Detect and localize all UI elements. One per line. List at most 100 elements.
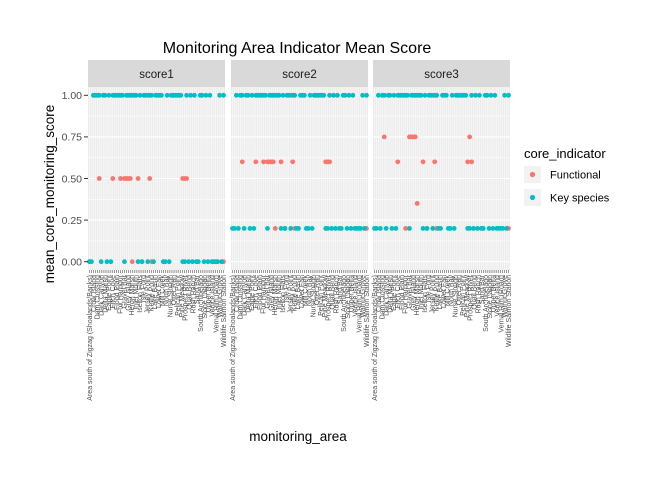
data-point-key-species <box>486 226 492 231</box>
data-point-functional <box>412 134 418 140</box>
legend-entries: Functional Key species <box>524 166 610 206</box>
data-point-key-species <box>276 92 282 98</box>
x-tick-label: Delta Marsh <box>387 275 394 313</box>
x-tick-label: Dark Canyon <box>98 275 105 316</box>
data-point-functional <box>465 159 471 165</box>
data-point-key-species <box>387 92 393 98</box>
x-tick-label: Rush Ranch <box>475 275 482 314</box>
x-tick-label: Rush Ranch <box>333 275 340 314</box>
data-point-key-species <box>418 92 424 98</box>
data-point-functional <box>395 159 401 165</box>
x-tick-label: Inlet Mouth <box>133 275 140 310</box>
data-point-key-species <box>360 92 366 98</box>
panel-points <box>87 92 226 265</box>
data-point-key-species <box>186 259 191 265</box>
data-point-key-species <box>502 92 508 98</box>
x-tick-label: Area south of Zigzag (Shoalands/Banks) <box>230 275 237 401</box>
x-tick-label: Sand Bar <box>194 274 201 304</box>
x-tick-label: Inlet Mouth <box>276 275 283 310</box>
x-tick-label: Eagle Point <box>391 275 398 311</box>
data-point-key-species <box>247 226 253 231</box>
x-tick-label: Dark Canyon <box>241 275 248 316</box>
x-tick-label: Area south of Zigzag (Shoalands/Banks) <box>87 275 94 401</box>
data-point-key-species <box>422 92 428 98</box>
data-point-key-species <box>358 226 364 231</box>
x-tick-label: Lower Fan <box>299 275 306 308</box>
data-point-key-species <box>249 92 255 98</box>
x-tick-label: Iselton Flats <box>280 275 287 313</box>
data-point-key-species <box>391 92 397 98</box>
x-tick-label: Fox Harbour <box>261 274 268 314</box>
legend-entry: Functional <box>524 166 601 183</box>
data-point-key-species <box>89 259 94 265</box>
data-point-key-species <box>143 92 149 98</box>
data-point-functional <box>467 134 473 140</box>
x-tick-label: Dam Crossing <box>380 275 387 319</box>
data-point-functional <box>290 159 296 165</box>
y-tick-label: 1.00 <box>62 90 83 102</box>
data-point-functional <box>272 226 278 231</box>
panel-grid <box>373 87 510 270</box>
facet-panel-score3: score3 <box>372 60 511 270</box>
data-point-key-species <box>301 92 307 98</box>
x-tick-label: Quail Bend <box>330 275 337 310</box>
data-point-key-species <box>166 259 172 265</box>
data-point-key-species <box>292 92 298 98</box>
x-tick-label: Rush Ranch <box>190 275 197 314</box>
data-point-functional <box>135 176 141 181</box>
x-tick-label: Flood Plain <box>257 275 264 310</box>
x-tick-label: South Archipelago <box>341 275 348 332</box>
data-point-functional <box>469 159 475 165</box>
data-point-key-species <box>145 259 151 265</box>
data-point-functional <box>239 159 245 165</box>
data-point-key-species <box>195 259 201 265</box>
data-point-functional <box>327 159 333 165</box>
data-point-key-species <box>190 259 195 265</box>
data-point-key-species <box>288 226 294 231</box>
facet-panel-score2: score2 <box>230 60 369 270</box>
data-point-key-species <box>164 92 170 98</box>
y-tick-label: 0.75 <box>62 132 83 144</box>
data-point-key-species <box>480 226 486 231</box>
data-point-key-species <box>333 226 338 231</box>
x-tick-label: Iselton Flats <box>137 275 144 313</box>
data-point-functional <box>253 159 259 165</box>
data-point-key-species <box>334 92 340 98</box>
y-tick-label: 0.50 <box>62 173 83 185</box>
facet-strip-label: score3 <box>424 69 459 81</box>
x-tick-label: Jersey Point <box>429 275 436 314</box>
data-point-key-species <box>182 259 188 265</box>
data-point-key-species <box>350 92 356 98</box>
data-point-functional <box>129 259 135 265</box>
data-point-key-species <box>331 92 336 98</box>
data-point-key-species <box>420 226 426 231</box>
x-tick-label: North Bay <box>449 275 456 307</box>
data-point-key-species <box>235 226 241 231</box>
x-tick-label: Jersey Point <box>287 275 294 314</box>
data-point-key-species <box>309 226 315 231</box>
x-tick-label: Gravel Bar <box>121 274 128 308</box>
data-point-key-species <box>424 226 430 231</box>
x-tick-label: Mill Creek <box>445 275 452 307</box>
x-tick-label: Wildlife Salmon Station <box>221 275 228 347</box>
data-point-key-species <box>348 226 354 231</box>
x-tick-label: Prospect River <box>326 274 333 321</box>
x-tick-label: Heron Marsh <box>272 275 279 316</box>
x-tick-label: Venice Island <box>495 275 502 317</box>
x-tick-label: Walnut Grove <box>217 275 224 318</box>
x-tick-label: Wildlife Salmon Station <box>364 275 371 347</box>
x-tick-label: Crow Island <box>234 275 241 312</box>
data-point-key-species <box>443 92 449 98</box>
legend: core_indicator Functional Key species <box>524 146 610 206</box>
x-tick-label: Pine Meadow <box>464 274 471 317</box>
data-point-key-species <box>506 92 511 98</box>
data-point-functional <box>261 159 266 165</box>
facet-strip-label: score2 <box>282 69 317 81</box>
data-point-key-species <box>305 226 311 231</box>
data-point-key-species <box>488 92 494 98</box>
data-point-key-species <box>344 226 350 231</box>
data-point-key-species <box>158 92 164 98</box>
x-tick-label: Grey Island <box>125 275 132 311</box>
x-tick-label: Vernal Rim (Road) <box>356 275 363 333</box>
x-tick-label: Prospect River <box>183 274 190 321</box>
